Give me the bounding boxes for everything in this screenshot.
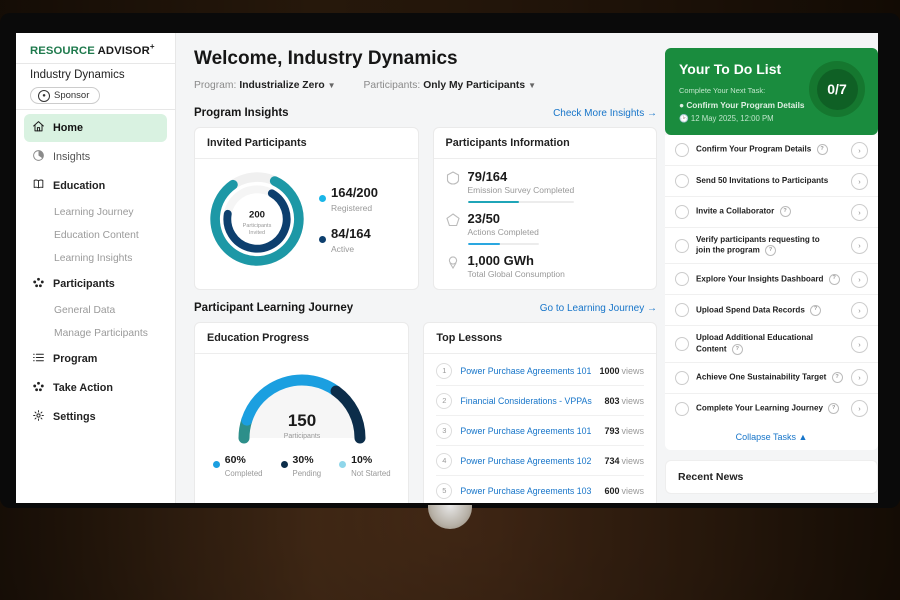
svg-text:Participants: Participants [283, 433, 320, 440]
svg-text:Participants: Participants [243, 223, 272, 229]
svg-text:Invited: Invited [249, 230, 265, 236]
svg-text:200: 200 [249, 209, 265, 220]
svg-text:150: 150 [288, 411, 316, 430]
